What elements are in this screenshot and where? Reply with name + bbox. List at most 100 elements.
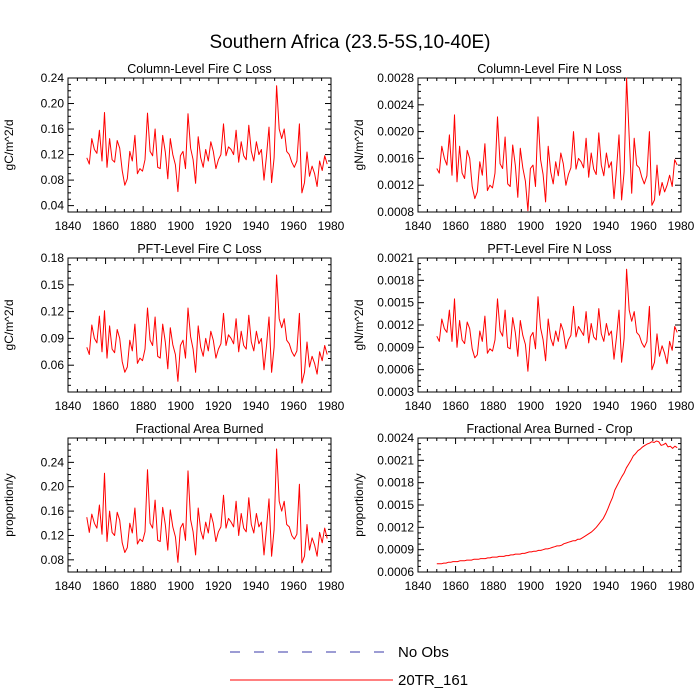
x-tick-label: 1860	[92, 399, 119, 413]
y-tick-label: 0.08	[41, 553, 65, 567]
x-tick-label: 1940	[593, 579, 620, 593]
x-tick-label: 1940	[243, 579, 270, 593]
x-tick-label: 1840	[405, 219, 432, 233]
x-tick-label: 1840	[405, 579, 432, 593]
y-tick-label: 0.0018	[377, 476, 414, 490]
y-tick-label: 0.04	[41, 199, 65, 213]
x-tick-label: 1960	[280, 579, 307, 593]
x-tick-label: 1860	[92, 219, 119, 233]
y-tick-label: 0.0021	[377, 251, 414, 265]
x-tick-label: 1880	[480, 399, 507, 413]
y-tick-label: 0.0018	[377, 273, 414, 287]
legend: No Obs 20TR_161	[230, 644, 468, 689]
panel-2: Column-Level Fire N Loss gN/m^2/d 1840 1860…	[352, 62, 695, 233]
x-tick-label: 1880	[130, 579, 157, 593]
panel-title: Column-Level Fire C Loss	[127, 62, 272, 76]
plot-frame	[417, 257, 682, 393]
panels-group: Column-Level Fire C Loss gC/m^2/d 1840 1860…	[2, 62, 695, 593]
panel-3: PFT-Level Fire C Loss gC/m^2/d 1840 1860 188…	[2, 242, 345, 413]
x-tick-label: 1880	[130, 399, 157, 413]
panel-title: Column-Level Fire N Loss	[477, 62, 622, 76]
legend-obs-label: No Obs	[398, 644, 449, 661]
x-tick-label: 1980	[668, 219, 695, 233]
x-tick-label: 1920	[555, 579, 582, 593]
y-tick-label: 0.20	[41, 97, 65, 111]
y-tick-label: 0.0021	[377, 453, 414, 467]
x-tick-label: 1840	[55, 219, 82, 233]
panel-4: PFT-Level Fire N Loss gN/m^2/d 1840 1860 188…	[352, 242, 695, 413]
x-tick-label: 1840	[55, 579, 82, 593]
panel-title: Fractional Area Burned - Crop	[466, 422, 632, 436]
plot-frame	[67, 437, 332, 573]
y-tick-label: 0.0016	[377, 151, 414, 165]
x-tick-label: 1920	[205, 399, 232, 413]
y-tick-label: 0.0020	[377, 125, 414, 139]
x-tick-label: 1860	[442, 399, 469, 413]
x-tick-label: 1900	[517, 219, 544, 233]
x-tick-label: 1860	[442, 219, 469, 233]
y-tick-label: 0.0012	[377, 318, 414, 332]
panel-5: Fractional Area Burned proportion/y 1840 18…	[2, 422, 345, 593]
x-tick-label: 1980	[318, 399, 345, 413]
x-tick-label: 1940	[243, 219, 270, 233]
panel-title: PFT-Level Fire N Loss	[487, 242, 611, 256]
y-tick-label: 0.0015	[377, 498, 414, 512]
y-tick-label: 0.12	[41, 528, 65, 542]
y-axis-label: gN/m^2/d	[352, 120, 366, 171]
x-tick-label: 1960	[280, 219, 307, 233]
y-tick-label: 0.0024	[377, 431, 414, 445]
x-tick-label: 1900	[517, 399, 544, 413]
x-tick-label: 1920	[555, 219, 582, 233]
y-tick-label: 0.08	[41, 173, 65, 187]
y-tick-label: 0.09	[41, 331, 65, 345]
x-tick-label: 1960	[280, 399, 307, 413]
y-tick-label: 0.0024	[377, 98, 414, 112]
y-axis-label: gC/m^2/d	[2, 300, 16, 351]
y-axis-label: proportion/y	[352, 473, 366, 536]
x-tick-label: 1980	[318, 219, 345, 233]
y-tick-label: 0.06	[41, 358, 65, 372]
y-tick-label: 0.18	[41, 251, 65, 265]
series-line-20TR_161	[86, 85, 328, 194]
y-tick-label: 0.0009	[377, 543, 414, 557]
y-tick-label: 0.0008	[377, 205, 414, 219]
y-tick-label: 0.12	[41, 305, 65, 319]
series-line-20TR_161	[86, 274, 328, 384]
x-tick-label: 1860	[92, 579, 119, 593]
x-tick-label: 1960	[630, 399, 657, 413]
x-tick-label: 1980	[318, 579, 345, 593]
x-tick-label: 1980	[668, 579, 695, 593]
panel-6: Fractional Area Burned - Crop proportion/…	[352, 422, 695, 593]
x-tick-label: 1920	[555, 399, 582, 413]
panel-1: Column-Level Fire C Loss gC/m^2/d 1840 1860…	[2, 62, 345, 233]
x-tick-label: 1880	[480, 219, 507, 233]
figure-title: Southern Africa (23.5-5S,10-40E)	[210, 32, 491, 53]
y-tick-label: 0.0012	[377, 520, 414, 534]
panel-title: Fractional Area Burned	[136, 422, 264, 436]
y-axis-label: gC/m^2/d	[2, 120, 16, 171]
plot-frame	[417, 437, 682, 573]
x-tick-label: 1900	[167, 579, 194, 593]
x-tick-label: 1880	[130, 219, 157, 233]
x-tick-label: 1840	[405, 399, 432, 413]
x-tick-label: 1920	[205, 219, 232, 233]
y-tick-label: 0.20	[41, 480, 65, 494]
series-line-20TR_161	[86, 448, 328, 564]
y-tick-label: 0.0028	[377, 71, 414, 85]
x-tick-label: 1980	[668, 399, 695, 413]
y-tick-label: 0.16	[41, 504, 65, 518]
y-tick-label: 0.0009	[377, 340, 414, 354]
series-line-20TR_161	[436, 440, 678, 565]
y-tick-label: 0.0003	[377, 385, 414, 399]
y-tick-label: 0.0015	[377, 296, 414, 310]
series-line-20TR_161	[436, 77, 678, 212]
panel-title: PFT-Level Fire C Loss	[137, 242, 261, 256]
x-tick-label: 1860	[442, 579, 469, 593]
y-tick-label: 0.0006	[377, 363, 414, 377]
y-axis-label: proportion/y	[2, 473, 16, 536]
x-tick-label: 1900	[167, 219, 194, 233]
y-tick-label: 0.12	[41, 148, 65, 162]
x-tick-label: 1940	[243, 399, 270, 413]
y-tick-label: 0.15	[41, 278, 65, 292]
